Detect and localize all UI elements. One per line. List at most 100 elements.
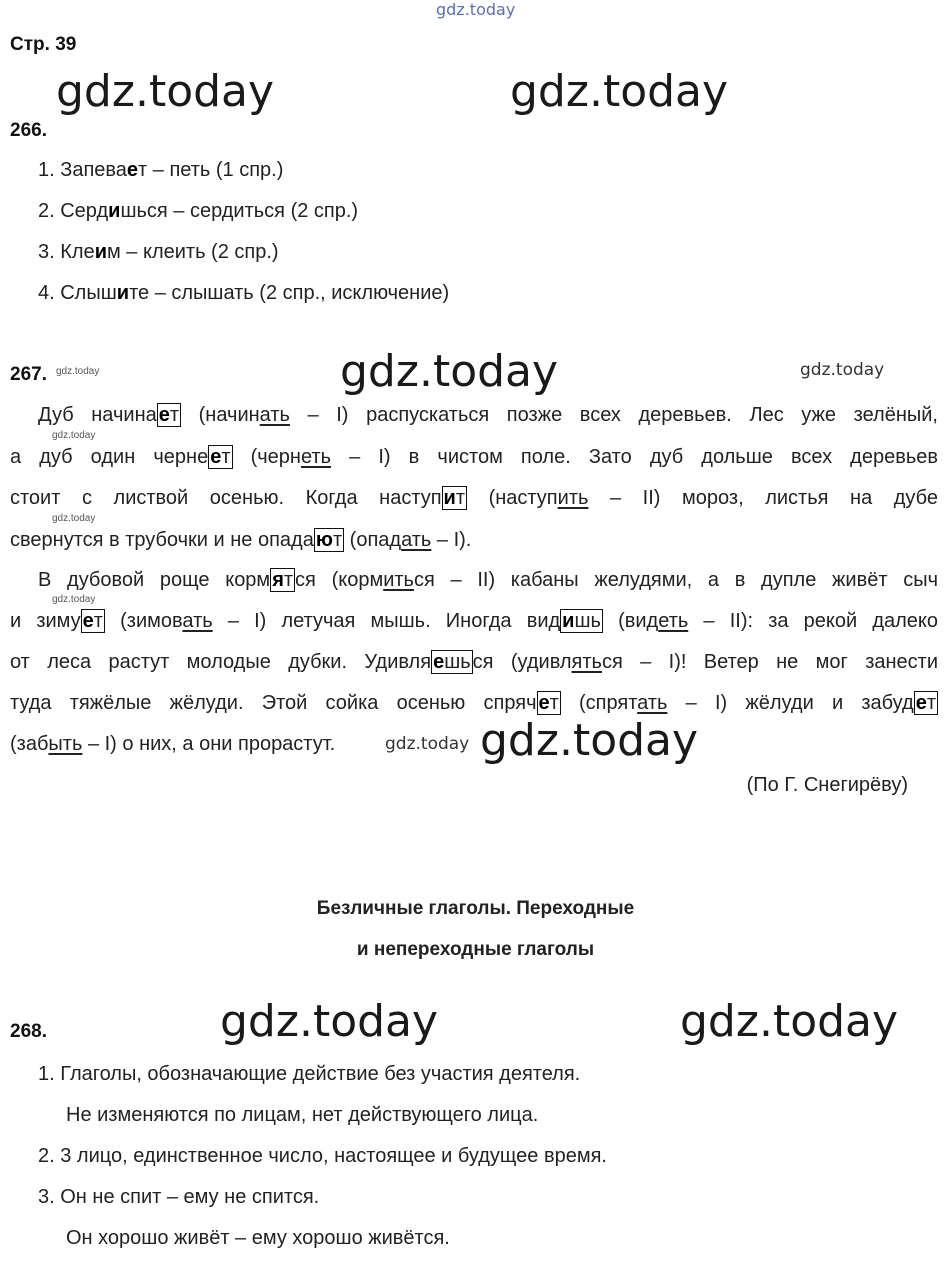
text-segment: (наступ [467,487,558,509]
boxed-ending: ет [208,445,233,469]
text-segment: (спрят [560,692,638,714]
paragraph-line: туда тяжёлые жёлуди. Этой сойка осенью с… [10,690,938,716]
paragraph-line: свернутся в трубочки и не опада ют (опада… [10,527,938,553]
boxed-ending: ет [156,403,182,427]
bold-letter: и [94,241,107,263]
boxed-ending: ет [80,609,105,633]
text-segment: (черн [232,446,301,468]
text-segment: ся – II) кабаны желудями, а в дупле живё… [413,569,938,591]
bold-letter: е [158,404,170,426]
boxed-ending: ишь [560,609,603,633]
watermark-top: gdz.today [436,0,516,19]
text-segment: от леса растут молодые дубки. Удивля [10,651,432,673]
paragraph-line: и зиму ет (зимовать – I) летучая мышь. Ин… [10,608,938,634]
paragraph-line: (забыть – I) о них, а они прорастут. [10,731,938,757]
section-title-line1: Безличные глаголы. Переходные [316,898,635,919]
text-segment: 1. Запева [38,159,127,181]
bold-letter: и [562,610,575,632]
bold-letter: е [538,692,550,714]
text-segment: – I). [431,529,472,551]
text-segment: т – петь (1 спр.) [138,159,284,181]
text-segment: – II) мороз, листья на дубе [588,487,939,509]
exercise-268-line: Не изменяются по лицам, нет действующего… [66,1104,539,1126]
bold-letter: е [433,651,445,673]
text-segment: 3. Кле [38,241,95,263]
underlined-suffix: ить [557,487,589,509]
underlined-suffix: ать [637,692,668,714]
boxed-ending: ет [536,691,561,715]
text-segment: – I) о них, а они прорастут. [82,733,336,755]
underlined-suffix: ать [401,529,432,551]
text-segment: Дуб начина [38,404,157,426]
text-segment: (начин [181,404,260,426]
text-segment: – I) жёлуди и забуд [667,692,914,714]
text-segment: – I) летучая мышь. Иногда вид [212,610,561,632]
watermark: gdz.today [480,715,699,766]
exercise-268-line: Он хорошо живёт – ему хорошо живётся. [66,1227,450,1249]
underlined-suffix: ыть [48,733,83,755]
section-title-line2: и непереходные глаголы [356,939,595,960]
text-segment: м – клеить (2 спр.) [106,241,279,263]
watermark: gdz.today [56,66,275,117]
bold-letter: и [116,282,130,304]
paragraph-line: В дубовой роще корм ят ся (кормиться – II)… [38,567,938,593]
underlined-suffix: ить [383,569,414,591]
list-item: 2. Сердишься – сердиться (2 спр.) [38,199,358,223]
bold-letter: е [915,692,927,714]
boxed-ending: ешь [431,650,473,674]
underlined-suffix: еть [300,446,332,468]
boxed-ending: ит [441,486,468,510]
watermark: gdz.today [385,734,470,754]
list-item: 4. Слышите – слышать (2 спр., исключение… [38,281,449,305]
text-segment: свернутся в трубочки и не опада [10,529,314,551]
text-segment: а дуб один черне [10,446,209,468]
list-item: 3. Клеим – клеить (2 спр.) [38,240,279,264]
text-segment: и зиму [10,610,81,632]
watermark: gdz.today [52,594,96,605]
underlined-suffix: еть [658,610,689,632]
watermark: gdz.today [340,346,559,397]
text-segment: – I) распускаться позже всех деревьев. Л… [289,404,938,426]
watermark: gdz.today [52,430,96,441]
text-segment: – I) в чистом поле. Зато дуб дольше всех… [331,446,939,468]
text-segment: ся – I)! Ветер не мог занести [601,651,938,673]
bold-letter: е [82,610,94,632]
boxed-ending: ят [270,568,296,592]
watermark: gdz.today [680,996,899,1047]
text-segment: (зимов [104,610,183,632]
text-segment: туда тяжёлые жёлуди. Этой сойка осенью с… [10,692,537,714]
paragraph-line: от леса растут молодые дубки. Удивля ешь с… [10,649,938,675]
bold-letter: е [126,159,139,181]
bold-letter: е [210,446,222,468]
text-segment: (вид [602,610,659,632]
source-attribution: (По Г. Снегирёву) [746,774,908,796]
watermark: gdz.today [220,996,439,1047]
underlined-suffix: ять [571,651,602,673]
exercise-267-number: 267. [10,364,47,385]
text-segment: те – слышать (2 спр., исключение) [129,282,450,304]
watermark: gdz.today [800,360,885,380]
boxed-ending: ют [313,528,345,552]
bold-letter: я [272,569,284,591]
underlined-suffix: ать [182,610,213,632]
text-segment: (заб [10,733,49,755]
paragraph-line: а дуб один черне ет (чернеть – I) в чисто… [10,444,938,470]
exercise-268-line: 3. Он не спит – ему не спится. [38,1186,320,1208]
bold-letter: и [108,200,121,222]
text-segment: ся (удивл [472,651,572,673]
text-segment: шься – сердиться (2 спр.) [120,200,359,222]
exercise-268-number: 268. [10,1021,47,1042]
bold-letter: и [443,487,456,509]
text-segment: – II): за рекой далеко [688,610,939,632]
text-segment: В дубовой роще корм [38,569,271,591]
watermark: gdz.today [510,66,729,117]
list-item: 1. Запевает – петь (1 спр.) [38,158,283,182]
text-segment: ся (корм [295,569,384,591]
exercise-266-number: 266. [10,120,47,141]
bold-letter: ю [315,529,333,551]
boxed-ending: ет [913,691,938,715]
paragraph-line: стоит с листвой осенью. Когда наступ ит (… [10,485,938,511]
watermark: gdz.today [52,513,96,524]
underlined-suffix: ать [259,404,290,426]
exercise-268-line: 1. Глаголы, обозначающие действие без уч… [38,1063,581,1085]
